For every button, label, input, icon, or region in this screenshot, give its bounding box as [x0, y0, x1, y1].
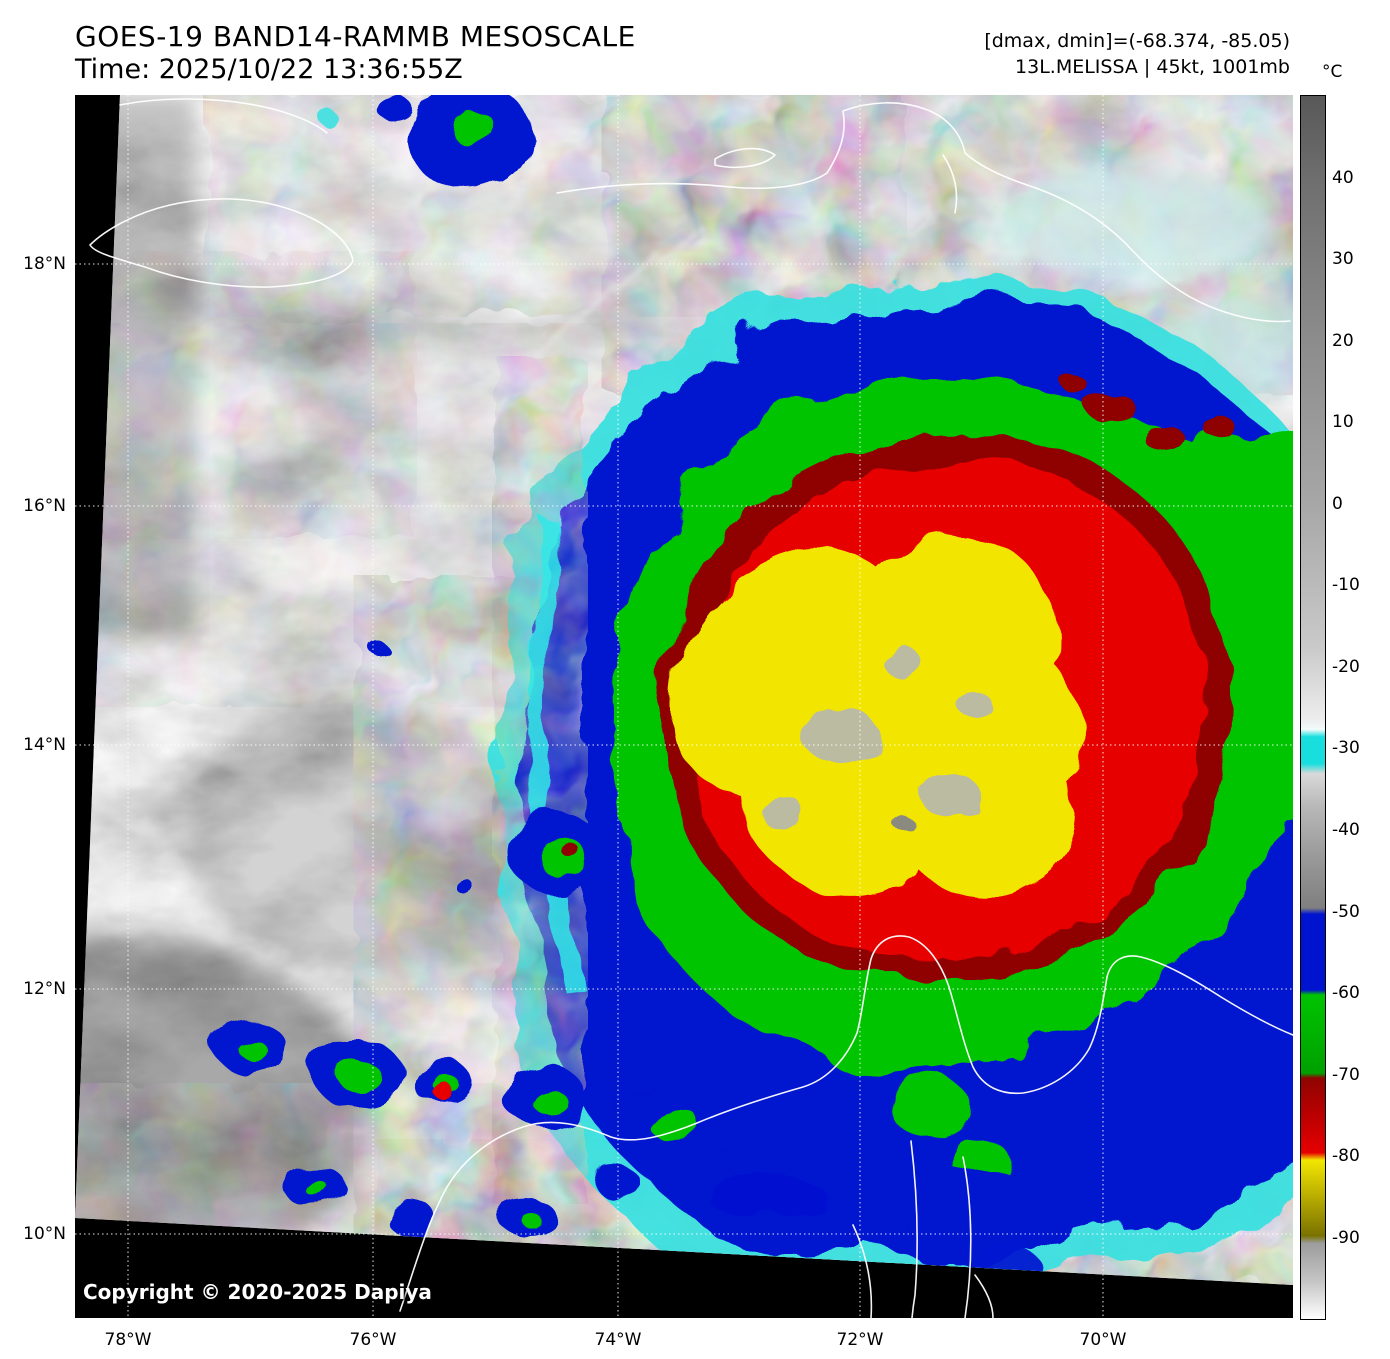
red-specks-northeast	[1063, 376, 1233, 454]
colorbar-tick-label: -60	[1332, 983, 1360, 1003]
coastline-detail-1	[852, 1224, 873, 1318]
data-region	[75, 95, 1293, 1285]
colorbar-tick-label: 0	[1332, 494, 1343, 514]
lat-axis-label: 10°N	[23, 1224, 66, 1244]
dmax-dmin-label: [dmax, dmin]=(-68.374, -85.05)	[984, 30, 1290, 52]
colorbar-tick-label: 20	[1332, 331, 1354, 351]
coastline-south-america	[399, 935, 1293, 1312]
gray-patches-in-core	[758, 646, 993, 826]
lon-axis-label: 72°W	[836, 1330, 884, 1350]
colorbar-tick-label: 10	[1332, 412, 1354, 432]
lat-axis-label: 14°N	[23, 735, 66, 755]
coastline-maracaibo-west	[910, 1140, 918, 1318]
coastline-jamaica	[89, 198, 354, 288]
satellite-plot: Copyright © 2020-2025 Dapiya	[75, 95, 1293, 1318]
lon-axis-label: 74°W	[594, 1330, 642, 1350]
timestamp-label: Time: 2025/10/22 13:36:55Z	[75, 54, 463, 85]
ir-temperature-colorbar	[1300, 95, 1326, 1320]
coastline-gonave	[714, 147, 776, 169]
colorbar-tick-label: -50	[1332, 902, 1360, 922]
colorbar-tick-label: -70	[1332, 1065, 1360, 1085]
hurricane-cold-cloud-tops	[494, 275, 1293, 1285]
gridlines	[75, 95, 1293, 1318]
lon-axis-label: 70°W	[1079, 1330, 1127, 1350]
coastline-detail-2	[974, 1274, 994, 1318]
coastline-cuba-tip	[119, 98, 328, 134]
coastlines	[89, 98, 1293, 1318]
colorbar-tick-label: -10	[1332, 575, 1360, 595]
satellite-image-svg	[75, 95, 1293, 1318]
copyright-text: Copyright © 2020-2025 Dapiya	[83, 1280, 432, 1304]
colorbar-tick-label: 30	[1332, 249, 1354, 269]
lon-axis-label: 76°W	[349, 1330, 397, 1350]
colorbar-tick-label: 40	[1332, 168, 1354, 188]
coastline-hispaniola	[826, 102, 1291, 323]
lon-axis-label: 78°W	[104, 1330, 152, 1350]
lat-axis-label: 16°N	[23, 496, 66, 516]
page-title: GOES-19 BAND14-RAMMB MESOSCALE	[75, 20, 636, 53]
colorbar-tick-label: -90	[1332, 1228, 1360, 1248]
convective-cells	[214, 95, 1045, 1285]
colorbar-unit-label: °C	[1322, 62, 1343, 82]
coastline-maracaibo-east	[962, 1156, 972, 1318]
colorbar-tick-label: -20	[1332, 657, 1360, 677]
colorbar-tick-label: -30	[1332, 738, 1360, 758]
storm-info-label: 13L.MELISSA | 45kt, 1001mb	[1015, 56, 1290, 78]
lat-axis-label: 18°N	[23, 254, 66, 274]
coastline-port-au-prince-bay	[942, 154, 958, 214]
colorbar-tick-label: -80	[1332, 1146, 1360, 1166]
colorbar-tick-label: -40	[1332, 820, 1360, 840]
coastline-haiti-south	[556, 172, 828, 194]
lat-axis-label: 12°N	[23, 979, 66, 999]
